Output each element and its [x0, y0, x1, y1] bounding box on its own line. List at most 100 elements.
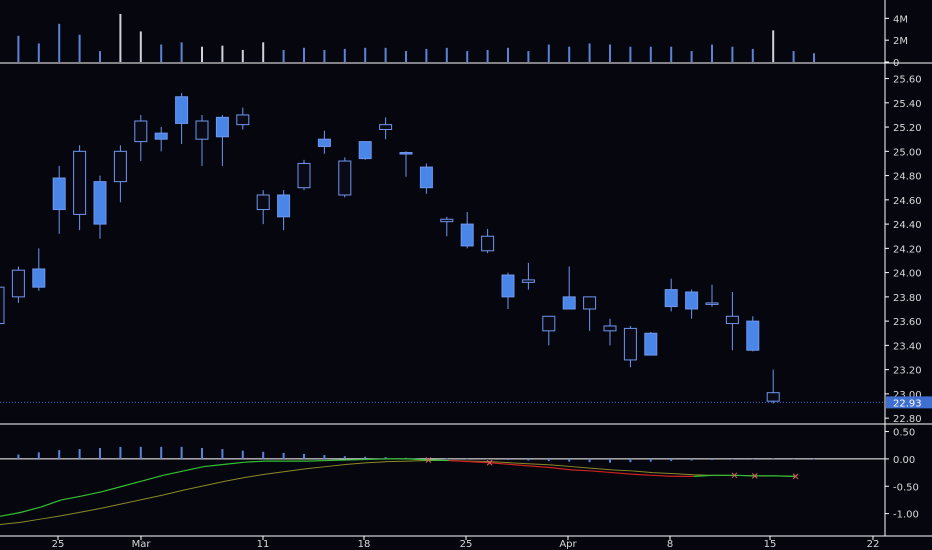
candle-body	[766, 392, 780, 402]
x-tick-label: 8	[667, 539, 673, 550]
price-tick-label: 23.00	[893, 390, 922, 401]
macd-tick-label: 0.00	[893, 455, 915, 466]
volume-bar	[303, 47, 305, 62]
macd-line-segment	[122, 480, 143, 487]
macd-histogram-bar	[609, 458, 611, 463]
price-tick-label: 25.20	[893, 123, 922, 134]
signal-line	[0, 460, 796, 526]
macd-line-segment	[81, 491, 103, 497]
volume-bar	[690, 51, 693, 62]
macd-histogram-bar	[731, 458, 734, 460]
macd-line-segment	[163, 470, 184, 476]
macd-line-segment	[142, 474, 164, 482]
candle-body	[215, 116, 229, 138]
candle-body	[440, 218, 454, 223]
price-tick-label: 25.00	[893, 147, 922, 158]
macd-histogram-bar	[78, 449, 81, 459]
candle-body	[73, 150, 87, 215]
volume-bar	[609, 44, 611, 62]
candlestick	[583, 296, 597, 331]
candle-body	[664, 289, 678, 308]
candle-body	[521, 279, 535, 283]
candle-body	[685, 291, 699, 310]
volume-bar	[466, 51, 469, 62]
volume-bar	[160, 44, 163, 62]
candlestick	[460, 211, 474, 249]
x-tick-label: 15	[764, 539, 777, 550]
macd-histogram-bar	[792, 458, 795, 460]
macd-histogram-bar	[813, 458, 815, 460]
volume-panel	[17, 14, 815, 62]
candlestick	[256, 190, 270, 225]
macd-histogram-bar	[221, 449, 224, 459]
candle-body	[399, 152, 413, 155]
candlestick	[32, 248, 46, 291]
volume-bar	[425, 48, 428, 62]
volume-bar	[772, 30, 775, 62]
candle-body	[297, 162, 311, 189]
candle-body	[379, 124, 393, 130]
volume-bar	[507, 47, 509, 62]
candlestick	[338, 157, 352, 198]
candlestick	[603, 318, 617, 346]
macd-line-segment	[326, 459, 347, 462]
macd-histogram-bar	[323, 455, 326, 459]
volume-tick-label: 4M	[893, 14, 908, 25]
x-tick-label: 25	[52, 539, 65, 550]
macd-tick-label: -1.00	[893, 510, 919, 521]
macd-line-segment	[428, 459, 449, 462]
macd-histogram-bar	[303, 453, 305, 459]
candle-body	[52, 177, 66, 211]
candlestick	[501, 272, 515, 309]
candlestick	[134, 114, 148, 162]
candle-body	[256, 194, 270, 211]
volume-bar	[405, 51, 407, 62]
macd-histogram-bar	[486, 458, 489, 460]
time-axis[interactable]: 25 Mar 11 18 25 Apr 8 15 22	[52, 536, 880, 550]
macd-histogram-bar	[711, 458, 713, 460]
macd-line-segment	[571, 469, 592, 472]
macd-line-segment	[591, 470, 613, 474]
macd-line-segment	[101, 485, 123, 493]
macd-line-segment	[509, 463, 531, 467]
macd-histogram-bar	[751, 458, 754, 460]
macd-line-segment	[203, 463, 225, 468]
macd-histogram-bar	[262, 451, 265, 459]
candle-body	[175, 96, 189, 124]
volume-bar	[813, 53, 815, 62]
macd-line-segment	[61, 495, 82, 501]
candle-body	[460, 223, 474, 247]
candlestick	[154, 127, 168, 152]
volume-bar	[282, 50, 285, 62]
price-tick-label: 22.80	[893, 414, 922, 425]
macd-line-segment	[224, 461, 245, 465]
macd-line-segment	[652, 474, 674, 478]
candlestick	[0, 286, 5, 325]
x-tick-label: Mar	[132, 539, 152, 550]
candle-body	[623, 327, 637, 361]
macd-histogram-bar	[364, 456, 367, 459]
volume-bar	[629, 46, 632, 62]
price-tick-label: 25.40	[893, 99, 922, 110]
price-tick-label: 23.40	[893, 341, 922, 352]
candlestick	[440, 216, 454, 237]
macd-line-segment	[40, 499, 62, 508]
candle-body	[236, 114, 250, 126]
candle-body	[419, 166, 433, 189]
macd-histogram-bar	[180, 446, 183, 459]
candlestick	[379, 117, 393, 140]
macd-histogram-bar	[37, 452, 40, 459]
price-tick-label: 24.40	[893, 220, 922, 231]
price-panel	[0, 93, 885, 404]
candlestick	[358, 141, 372, 160]
macd-histogram-bar	[282, 452, 285, 459]
candlestick	[236, 107, 250, 130]
candle-body	[746, 320, 760, 351]
volume-bar	[262, 42, 265, 62]
price-tick-label: 23.80	[893, 293, 922, 304]
candlestick	[685, 289, 699, 319]
candle-body	[113, 150, 127, 183]
volume-bar	[670, 46, 673, 62]
candlestick	[419, 163, 433, 194]
macd-line-segment	[244, 460, 266, 463]
